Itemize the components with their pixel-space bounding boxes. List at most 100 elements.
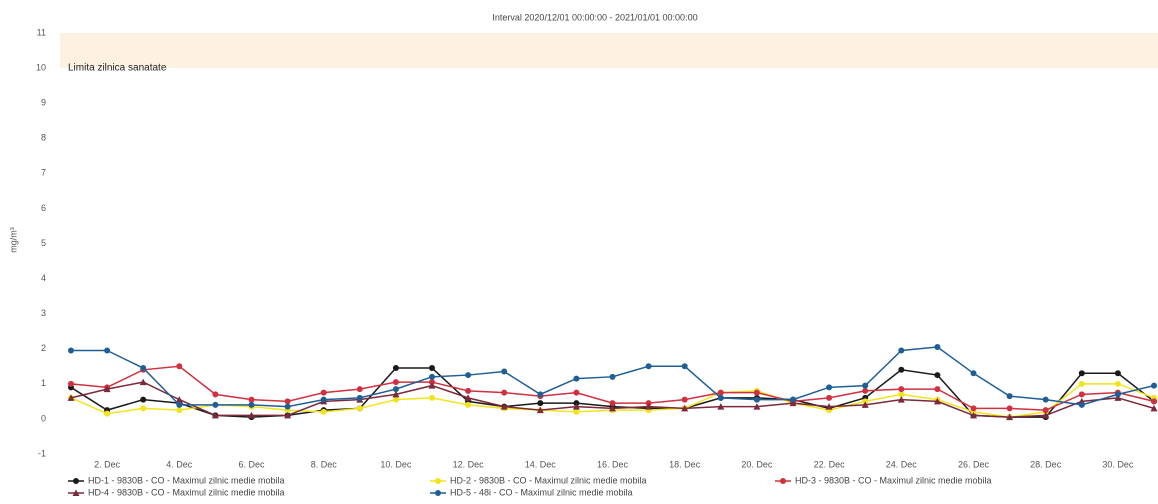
- marker: [501, 389, 508, 396]
- marker: [68, 380, 74, 387]
- marker: [789, 399, 797, 407]
- legend-marker: [435, 490, 441, 496]
- marker: [1078, 380, 1085, 387]
- marker: [573, 400, 580, 407]
- marker: [1151, 382, 1157, 389]
- x-tick-label: 22. Dec: [814, 459, 846, 469]
- marker: [897, 396, 905, 403]
- marker: [826, 394, 833, 401]
- y-tick-label: 4: [41, 273, 46, 283]
- marker: [392, 379, 399, 386]
- marker: [392, 365, 399, 372]
- legend-label: HD-3 - 9830B - CO - Maximul zilnic medie…: [795, 475, 992, 485]
- legend-marker: [72, 489, 80, 496]
- marker: [1114, 380, 1121, 387]
- marker: [572, 403, 580, 410]
- marker: [501, 368, 508, 375]
- marker: [212, 401, 219, 408]
- marker: [500, 403, 508, 410]
- marker: [428, 382, 436, 389]
- marker: [139, 378, 147, 386]
- marker: [1042, 407, 1049, 414]
- y-tick-label: 5: [41, 238, 46, 248]
- marker: [934, 343, 941, 350]
- x-tick-label: 2. Dec: [94, 459, 121, 469]
- marker: [573, 408, 580, 415]
- y-tick-label: 0: [41, 413, 46, 423]
- y-tick-label: 6: [41, 203, 46, 213]
- marker: [862, 387, 869, 394]
- y-tick-label: 7: [41, 168, 46, 178]
- y-tick-label: 1: [41, 378, 46, 388]
- marker: [861, 401, 869, 408]
- marker: [465, 401, 472, 408]
- marker: [898, 347, 905, 354]
- marker: [1151, 398, 1157, 405]
- marker: [717, 403, 725, 410]
- marker: [1078, 401, 1085, 408]
- x-tick-label: 18. Dec: [669, 459, 701, 469]
- marker: [933, 397, 941, 405]
- legend-item[interactable]: HD-5 - 48i - CO - Maximul zilnic medie m…: [430, 487, 633, 497]
- marker: [284, 398, 291, 405]
- marker: [176, 363, 183, 370]
- x-tick-label: 10. Dec: [380, 459, 412, 469]
- marker: [1042, 396, 1049, 403]
- legend-label: HD-5 - 48i - CO - Maximul zilnic medie m…: [450, 487, 633, 497]
- marker: [284, 403, 291, 410]
- legend-item[interactable]: HD-3 - 9830B - CO - Maximul zilnic medie…: [775, 475, 992, 485]
- x-tick-label: 8. Dec: [311, 459, 338, 469]
- marker: [140, 365, 147, 372]
- marker: [970, 370, 977, 377]
- series: [68, 343, 1157, 410]
- y-tick-label: 11: [37, 27, 46, 37]
- marker: [825, 403, 833, 410]
- x-tick-label: 4. Dec: [166, 459, 193, 469]
- marker: [573, 389, 580, 396]
- legend-item[interactable]: HD-4 - 9830B - CO - Maximul zilnic medie…: [68, 487, 285, 497]
- x-tick-label: 14. Dec: [525, 459, 557, 469]
- marker: [429, 379, 435, 386]
- marker: [898, 386, 905, 393]
- marker: [356, 386, 363, 393]
- y-axis-label: mg/m³: [8, 227, 18, 253]
- marker: [1006, 413, 1014, 421]
- x-tick-label: 12. Dec: [453, 459, 485, 469]
- legend-item[interactable]: HD-1 - 9830B - CO - Maximul zilnic medie…: [68, 475, 285, 485]
- marker: [934, 386, 941, 393]
- chart-title: Interval 2020/12/01 00:00:00 - 2021/01/0…: [492, 12, 697, 22]
- marker: [1114, 394, 1122, 401]
- marker: [176, 407, 183, 414]
- marker: [898, 366, 905, 373]
- legend-label: HD-2 - 9830B - CO - Maximul zilnic medie…: [450, 475, 647, 485]
- marker: [429, 394, 435, 401]
- legend-marker: [435, 478, 441, 484]
- x-tick-label: 28. Dec: [1030, 459, 1062, 469]
- marker: [862, 382, 869, 389]
- marker: [248, 411, 255, 419]
- x-tick-label: 6. Dec: [238, 459, 265, 469]
- marker: [537, 391, 544, 398]
- legend-marker: [780, 478, 786, 484]
- marker: [429, 365, 435, 372]
- marker: [248, 401, 255, 408]
- y-tick-label: 8: [41, 133, 46, 143]
- marker: [645, 400, 652, 407]
- marker: [536, 406, 544, 414]
- marker: [609, 400, 616, 407]
- plot-band: [60, 33, 1158, 69]
- marker: [320, 389, 327, 396]
- marker: [248, 396, 255, 403]
- x-tick-label: 24. Dec: [886, 459, 918, 469]
- marker: [465, 372, 472, 379]
- legend-item[interactable]: HD-2 - 9830B - CO - Maximul zilnic medie…: [430, 475, 647, 485]
- legend-label: HD-1 - 9830B - CO - Maximul zilnic medie…: [88, 475, 285, 485]
- marker: [609, 373, 616, 380]
- marker: [464, 394, 472, 401]
- legend-label: HD-4 - 9830B - CO - Maximul zilnic medie…: [88, 487, 285, 497]
- marker: [934, 372, 941, 379]
- marker: [211, 411, 219, 419]
- marker: [681, 396, 688, 403]
- marker: [681, 363, 688, 370]
